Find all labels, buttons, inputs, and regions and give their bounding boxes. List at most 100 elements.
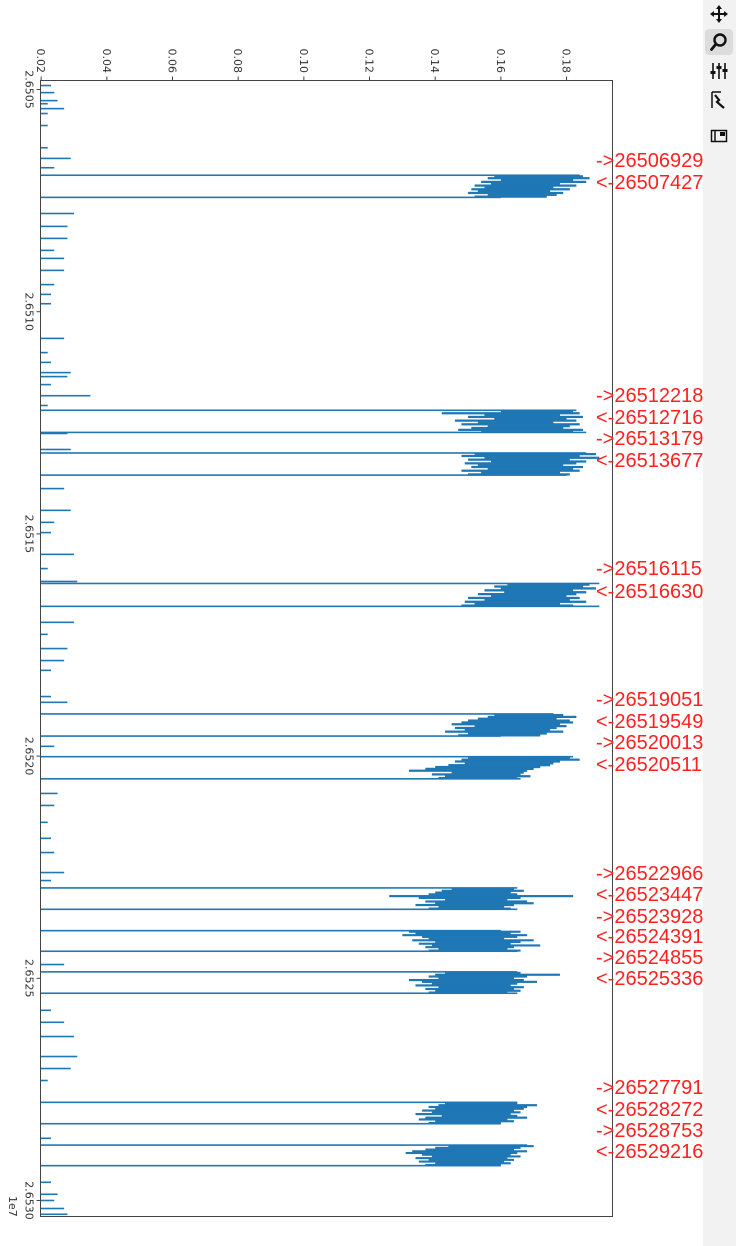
position-annotation: ->26516115 bbox=[596, 558, 702, 581]
bar bbox=[477, 464, 564, 467]
bar bbox=[40, 871, 65, 874]
bar bbox=[435, 940, 521, 944]
bar bbox=[438, 905, 505, 908]
bar bbox=[431, 1155, 521, 1158]
position-annotation: <-26516630 bbox=[596, 581, 704, 604]
bars-layer bbox=[40, 84, 600, 1216]
bar bbox=[415, 1113, 511, 1116]
bar bbox=[40, 1207, 65, 1210]
save-button[interactable] bbox=[705, 123, 733, 149]
navigation-toolbar bbox=[703, 0, 736, 1246]
bar bbox=[491, 594, 567, 598]
bar bbox=[474, 602, 560, 605]
bar bbox=[458, 428, 583, 431]
block-edge-bar bbox=[40, 950, 518, 953]
bar bbox=[438, 776, 518, 780]
bar bbox=[40, 91, 55, 94]
block-edge-bar bbox=[40, 1122, 501, 1125]
bar bbox=[40, 553, 74, 556]
bar bbox=[415, 932, 511, 935]
bar bbox=[40, 383, 52, 386]
bar bbox=[468, 719, 570, 722]
bar bbox=[438, 1104, 537, 1107]
bar bbox=[494, 585, 583, 588]
bar bbox=[461, 423, 580, 426]
bar bbox=[40, 249, 55, 252]
bar bbox=[448, 1145, 534, 1148]
bar bbox=[477, 421, 554, 424]
bar bbox=[40, 879, 52, 882]
position-annotation: <-26507427 bbox=[596, 172, 704, 195]
bar bbox=[487, 193, 557, 196]
bar bbox=[40, 269, 65, 272]
bar bbox=[445, 775, 531, 778]
bar bbox=[435, 1146, 521, 1149]
bar bbox=[454, 760, 560, 763]
bar bbox=[40, 371, 71, 374]
bar bbox=[40, 432, 68, 435]
bar bbox=[40, 851, 55, 854]
bar bbox=[418, 1160, 505, 1163]
position-annotation: <-26525336 bbox=[596, 968, 704, 991]
bar bbox=[445, 1102, 518, 1105]
bar bbox=[40, 837, 52, 840]
bar bbox=[40, 257, 65, 260]
bar bbox=[415, 984, 511, 987]
bar bbox=[408, 930, 521, 933]
bar bbox=[40, 394, 91, 397]
bar bbox=[40, 157, 71, 160]
bar bbox=[40, 293, 52, 296]
bar bbox=[474, 725, 567, 728]
x-tick-label: 0.08 bbox=[231, 49, 244, 74]
bar bbox=[487, 715, 577, 719]
bar bbox=[40, 146, 48, 149]
bar bbox=[428, 1121, 501, 1125]
bar bbox=[481, 180, 587, 184]
block-edge-bar bbox=[40, 735, 501, 737]
zoom-button[interactable] bbox=[705, 29, 733, 55]
bar bbox=[418, 1118, 508, 1121]
bar bbox=[428, 907, 511, 910]
block-edge-bar bbox=[40, 755, 574, 758]
block-edge-bar bbox=[40, 409, 577, 412]
bar bbox=[428, 893, 518, 896]
bar bbox=[441, 412, 580, 415]
bar bbox=[40, 792, 58, 795]
position-annotation: ->26523928 bbox=[596, 905, 704, 928]
bar bbox=[40, 1199, 55, 1202]
bar bbox=[474, 195, 547, 198]
block-edge-bar bbox=[40, 992, 518, 995]
bar bbox=[477, 592, 577, 596]
bar bbox=[494, 713, 564, 717]
block-edge-bar bbox=[40, 1101, 518, 1104]
bar bbox=[425, 946, 514, 949]
bar bbox=[415, 1157, 508, 1160]
bar bbox=[40, 963, 65, 966]
bar bbox=[458, 734, 541, 737]
position-annotation: ->26519051 bbox=[596, 688, 704, 711]
bar bbox=[428, 975, 528, 978]
position-annotation: <-26519549 bbox=[596, 711, 704, 734]
bar bbox=[40, 621, 74, 624]
bar bbox=[40, 580, 78, 583]
bar bbox=[40, 1181, 52, 1184]
bar bbox=[464, 600, 587, 603]
bar bbox=[464, 728, 551, 731]
bar bbox=[402, 934, 528, 937]
x-tick-label: 0.02 bbox=[34, 49, 47, 74]
position-annotation: <-26512716 bbox=[596, 407, 704, 430]
bar bbox=[451, 771, 524, 774]
block-edge-bar bbox=[40, 452, 587, 454]
block-edge-bar bbox=[40, 582, 600, 585]
bar bbox=[40, 84, 52, 87]
bar bbox=[40, 361, 52, 364]
pan-button[interactable] bbox=[705, 1, 733, 27]
edit-axis-button[interactable] bbox=[705, 87, 733, 113]
bar bbox=[40, 237, 68, 240]
bar bbox=[40, 375, 68, 378]
bar bbox=[40, 521, 55, 524]
bar bbox=[40, 1137, 52, 1140]
bar bbox=[435, 973, 560, 976]
block-edge-bar bbox=[40, 887, 518, 889]
configure-subplots-button[interactable] bbox=[705, 58, 733, 84]
